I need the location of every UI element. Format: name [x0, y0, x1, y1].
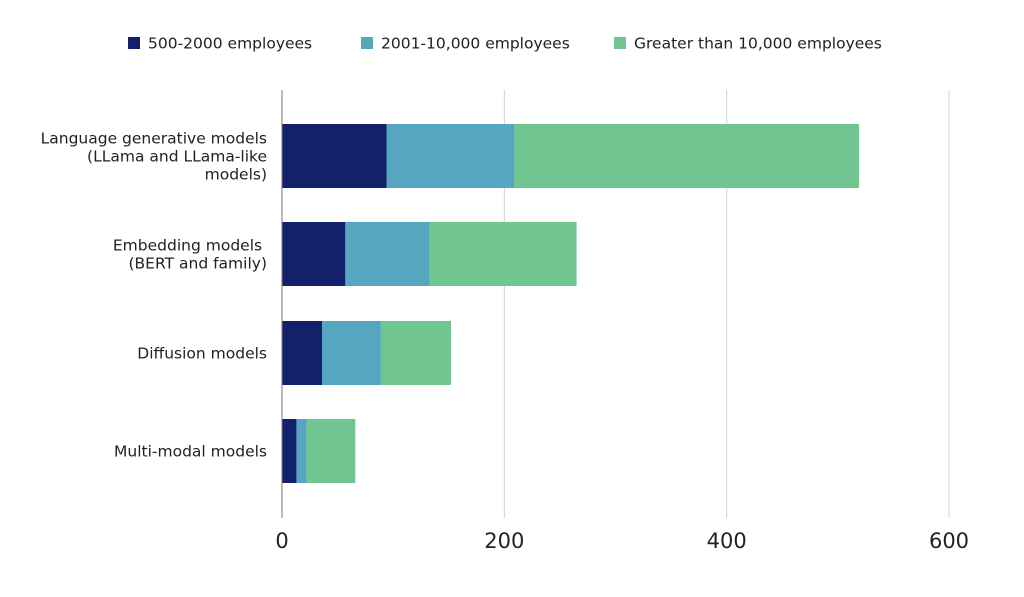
category-label-line: Language generative models: [41, 130, 267, 148]
bar-segment-3-1: [282, 321, 323, 385]
category-label-line: Diffusion models: [137, 345, 267, 363]
bar-segment-2-1: [282, 222, 346, 286]
category-label-1: Language generative models (LLama and LLa…: [41, 130, 267, 184]
bar-segment-3-2: [322, 321, 381, 385]
bar-segment-4-1: [282, 419, 297, 483]
category-label-line: Multi-modal models: [114, 443, 267, 461]
bar-segment-4-2: [296, 419, 307, 483]
x-tick-label-400: 400: [707, 529, 747, 553]
legend-label-2: 2001-10,000 employees: [381, 35, 570, 53]
category-label-4: Multi-modal models: [114, 443, 267, 461]
bar-segment-3-3: [380, 321, 451, 385]
legend-swatch-1: [128, 37, 140, 49]
category-label-line: Embedding models: [113, 237, 267, 255]
legend-swatch-3: [614, 37, 626, 49]
category-axis-labels: Language generative models (LLama and LLa…: [41, 130, 267, 461]
bar-segment-1-2: [386, 124, 515, 188]
legend-label-3: Greater than 10,000 employees: [634, 35, 882, 53]
category-label-line: models): [205, 166, 267, 184]
bar-segment-2-2: [345, 222, 430, 286]
x-tick-label-600: 600: [929, 529, 969, 553]
chart-legend: 500-2000 employees 2001-10,000 employees G…: [128, 35, 882, 53]
bar-segment-1-1: [282, 124, 387, 188]
bars: [282, 124, 859, 483]
category-label-line: (LLama and LLama-like: [87, 148, 267, 166]
legend-swatch-2: [361, 37, 373, 49]
category-label-3: Diffusion models: [137, 345, 267, 363]
value-axis-ticks: 0 200 400 600: [275, 529, 969, 553]
bar-segment-4-3: [306, 419, 356, 483]
category-label-line: (BERT and family): [129, 255, 268, 273]
x-tick-label-200: 200: [484, 529, 524, 553]
legend-label-1: 500-2000 employees: [148, 35, 312, 53]
category-label-2: Embedding models (BERT and family): [113, 237, 267, 273]
bar-segment-2-3: [429, 222, 577, 286]
bar-segment-1-3: [514, 124, 859, 188]
x-tick-label-0: 0: [275, 529, 288, 553]
